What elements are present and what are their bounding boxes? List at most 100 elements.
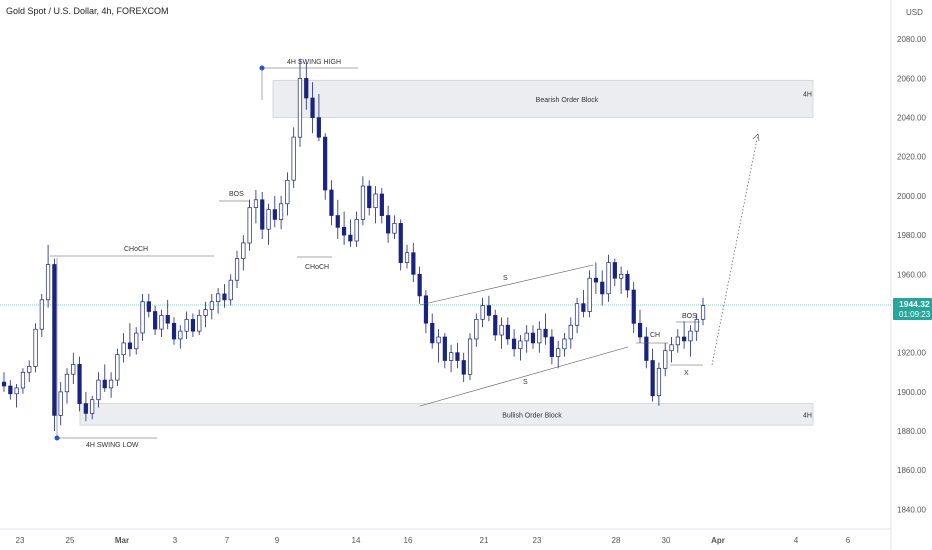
candle-bear[interactable]	[637, 322, 643, 338]
candle-bear[interactable]	[102, 379, 107, 389]
candle-bear[interactable]	[335, 215, 340, 228]
candle-bear[interactable]	[316, 117, 321, 138]
bullish-order-block[interactable]	[79, 403, 814, 426]
candle-bull[interactable]	[45, 264, 51, 301]
candle-bull[interactable]	[64, 373, 70, 393]
candle-bull[interactable]	[115, 354, 120, 381]
candle-bull[interactable]	[228, 279, 233, 301]
candle-bear[interactable]	[631, 289, 636, 324]
candle-bull[interactable]	[354, 219, 359, 242]
candle-bear[interactable]	[543, 328, 548, 338]
candle-bull[interactable]	[90, 399, 95, 414]
candle-bull[interactable]	[278, 203, 284, 220]
candle-bear[interactable]	[417, 273, 422, 297]
candle-bear[interactable]	[625, 273, 630, 291]
candle-bull[interactable]	[121, 342, 126, 356]
candle-bull[interactable]	[14, 387, 19, 395]
candle-bear[interactable]	[455, 352, 460, 361]
candle-bear[interactable]	[644, 336, 649, 361]
candle-bull[interactable]	[587, 277, 592, 312]
candle-bear[interactable]	[260, 199, 265, 230]
candle-bull[interactable]	[373, 193, 378, 209]
candle-bear[interactable]	[430, 322, 435, 344]
candle-bear[interactable]	[442, 336, 447, 361]
candle-bear[interactable]	[8, 385, 13, 395]
candle-bear[interactable]	[423, 295, 429, 324]
candle-bear[interactable]	[52, 264, 57, 416]
candle-bull[interactable]	[392, 223, 397, 234]
candle-bear[interactable]	[341, 226, 347, 236]
candle-bear[interactable]	[461, 360, 466, 375]
candle-bear[interactable]	[171, 322, 177, 340]
candle-bull[interactable]	[216, 293, 221, 303]
candle-bull[interactable]	[556, 348, 561, 357]
candle-bull[interactable]	[499, 324, 504, 336]
candle-bull[interactable]	[449, 352, 454, 361]
candle-bear[interactable]	[682, 336, 687, 342]
candle-bear[interactable]	[530, 332, 536, 344]
candle-bull[interactable]	[568, 324, 573, 340]
candle-bull[interactable]	[606, 262, 611, 295]
candle-bear[interactable]	[386, 215, 391, 234]
candle-bear[interactable]	[222, 293, 227, 301]
candle-bull[interactable]	[241, 242, 246, 259]
candle-bear[interactable]	[581, 303, 586, 312]
candle-bull[interactable]	[184, 319, 189, 332]
candle-bear[interactable]	[190, 319, 196, 332]
candle-bull[interactable]	[537, 328, 542, 344]
candle-bear[interactable]	[1, 381, 7, 387]
candle-bear[interactable]	[486, 305, 492, 316]
candle-bear[interactable]	[593, 277, 599, 283]
candle-bull[interactable]	[71, 364, 76, 375]
candle-bear[interactable]	[549, 336, 554, 357]
candle-bull[interactable]	[253, 199, 259, 208]
candle-bull[interactable]	[140, 301, 145, 334]
candle-bull[interactable]	[656, 367, 662, 397]
candle-bear[interactable]	[367, 185, 372, 209]
candle-bull[interactable]	[574, 303, 580, 326]
candle-bull[interactable]	[58, 391, 63, 416]
candle-bull[interactable]	[297, 78, 303, 138]
candle-bull[interactable]	[203, 309, 208, 316]
candle-bull[interactable]	[197, 315, 202, 332]
candle-bull[interactable]	[669, 344, 674, 352]
candle-bull[interactable]	[360, 185, 366, 220]
candle-bear[interactable]	[83, 403, 88, 414]
time-axis[interactable]: 23 25 Mar 3 7 9 14 16 21 23 28 30 Apr 4 6	[16, 536, 851, 545]
candle-bear[interactable]	[505, 324, 510, 340]
bearish-order-block[interactable]	[272, 79, 814, 118]
candle-bull[interactable]	[134, 332, 139, 350]
candle-bull[interactable]	[159, 315, 164, 330]
candle-bull[interactable]	[524, 332, 529, 342]
candle-bull[interactable]	[234, 258, 240, 281]
candle-bear[interactable]	[153, 311, 158, 330]
candle-bear[interactable]	[127, 342, 133, 350]
candle-bull[interactable]	[518, 340, 523, 350]
candle-bull[interactable]	[467, 338, 473, 375]
candle-bear[interactable]	[600, 281, 605, 295]
candle-bull[interactable]	[480, 305, 485, 320]
candle-bull[interactable]	[96, 379, 101, 401]
swing-low-marker[interactable]	[54, 435, 60, 441]
candle-bear[interactable]	[272, 209, 277, 220]
candle-bear[interactable]	[77, 364, 82, 404]
candle-bear[interactable]	[165, 315, 170, 324]
candle-bear[interactable]	[650, 360, 655, 397]
candle-bull[interactable]	[108, 379, 114, 389]
currency-label[interactable]: USD	[906, 8, 923, 17]
candle-bull[interactable]	[663, 350, 668, 369]
candle-bull[interactable]	[247, 207, 252, 244]
candle-bull[interactable]	[562, 338, 567, 350]
candle-bull[interactable]	[694, 319, 699, 332]
candle-bull[interactable]	[474, 319, 479, 340]
candle-bear[interactable]	[612, 262, 617, 279]
candle-bull[interactable]	[266, 209, 271, 230]
candle-bear[interactable]	[310, 97, 315, 118]
candle-bull[interactable]	[436, 336, 441, 344]
candle-bull[interactable]	[33, 328, 38, 367]
candle-bull[interactable]	[39, 299, 44, 330]
candle-bear[interactable]	[379, 193, 384, 216]
candle-bear[interactable]	[511, 338, 517, 350]
candle-bull[interactable]	[209, 301, 214, 310]
